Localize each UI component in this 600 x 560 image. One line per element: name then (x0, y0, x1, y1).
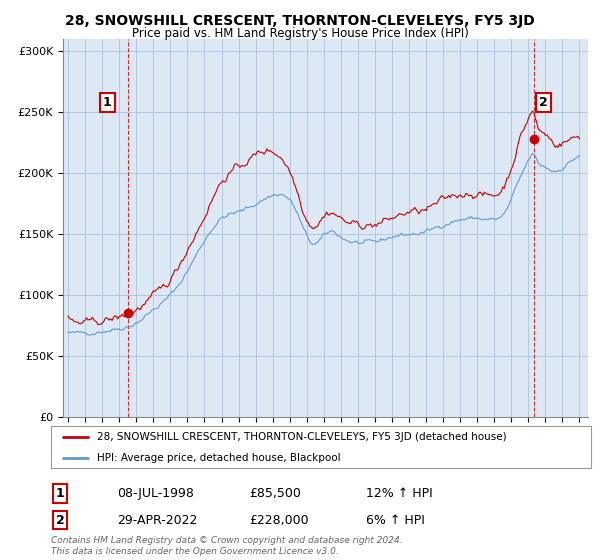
Text: Price paid vs. HM Land Registry's House Price Index (HPI): Price paid vs. HM Land Registry's House … (131, 27, 469, 40)
Text: 29-APR-2022: 29-APR-2022 (117, 514, 197, 527)
Text: 28, SNOWSHILL CRESCENT, THORNTON-CLEVELEYS, FY5 3JD (detached house): 28, SNOWSHILL CRESCENT, THORNTON-CLEVELE… (97, 432, 506, 442)
Text: £85,500: £85,500 (249, 487, 301, 500)
Text: £228,000: £228,000 (249, 514, 308, 527)
Text: HPI: Average price, detached house, Blackpool: HPI: Average price, detached house, Blac… (97, 452, 341, 463)
Text: 2: 2 (539, 96, 548, 109)
Text: Contains HM Land Registry data © Crown copyright and database right 2024.
This d: Contains HM Land Registry data © Crown c… (51, 536, 403, 556)
Text: 12% ↑ HPI: 12% ↑ HPI (366, 487, 433, 500)
Text: 2: 2 (56, 514, 64, 527)
Text: 28, SNOWSHILL CRESCENT, THORNTON-CLEVELEYS, FY5 3JD: 28, SNOWSHILL CRESCENT, THORNTON-CLEVELE… (65, 14, 535, 28)
Text: 1: 1 (56, 487, 64, 500)
Text: 08-JUL-1998: 08-JUL-1998 (117, 487, 194, 500)
Text: 1: 1 (103, 96, 112, 109)
Text: 6% ↑ HPI: 6% ↑ HPI (366, 514, 425, 527)
